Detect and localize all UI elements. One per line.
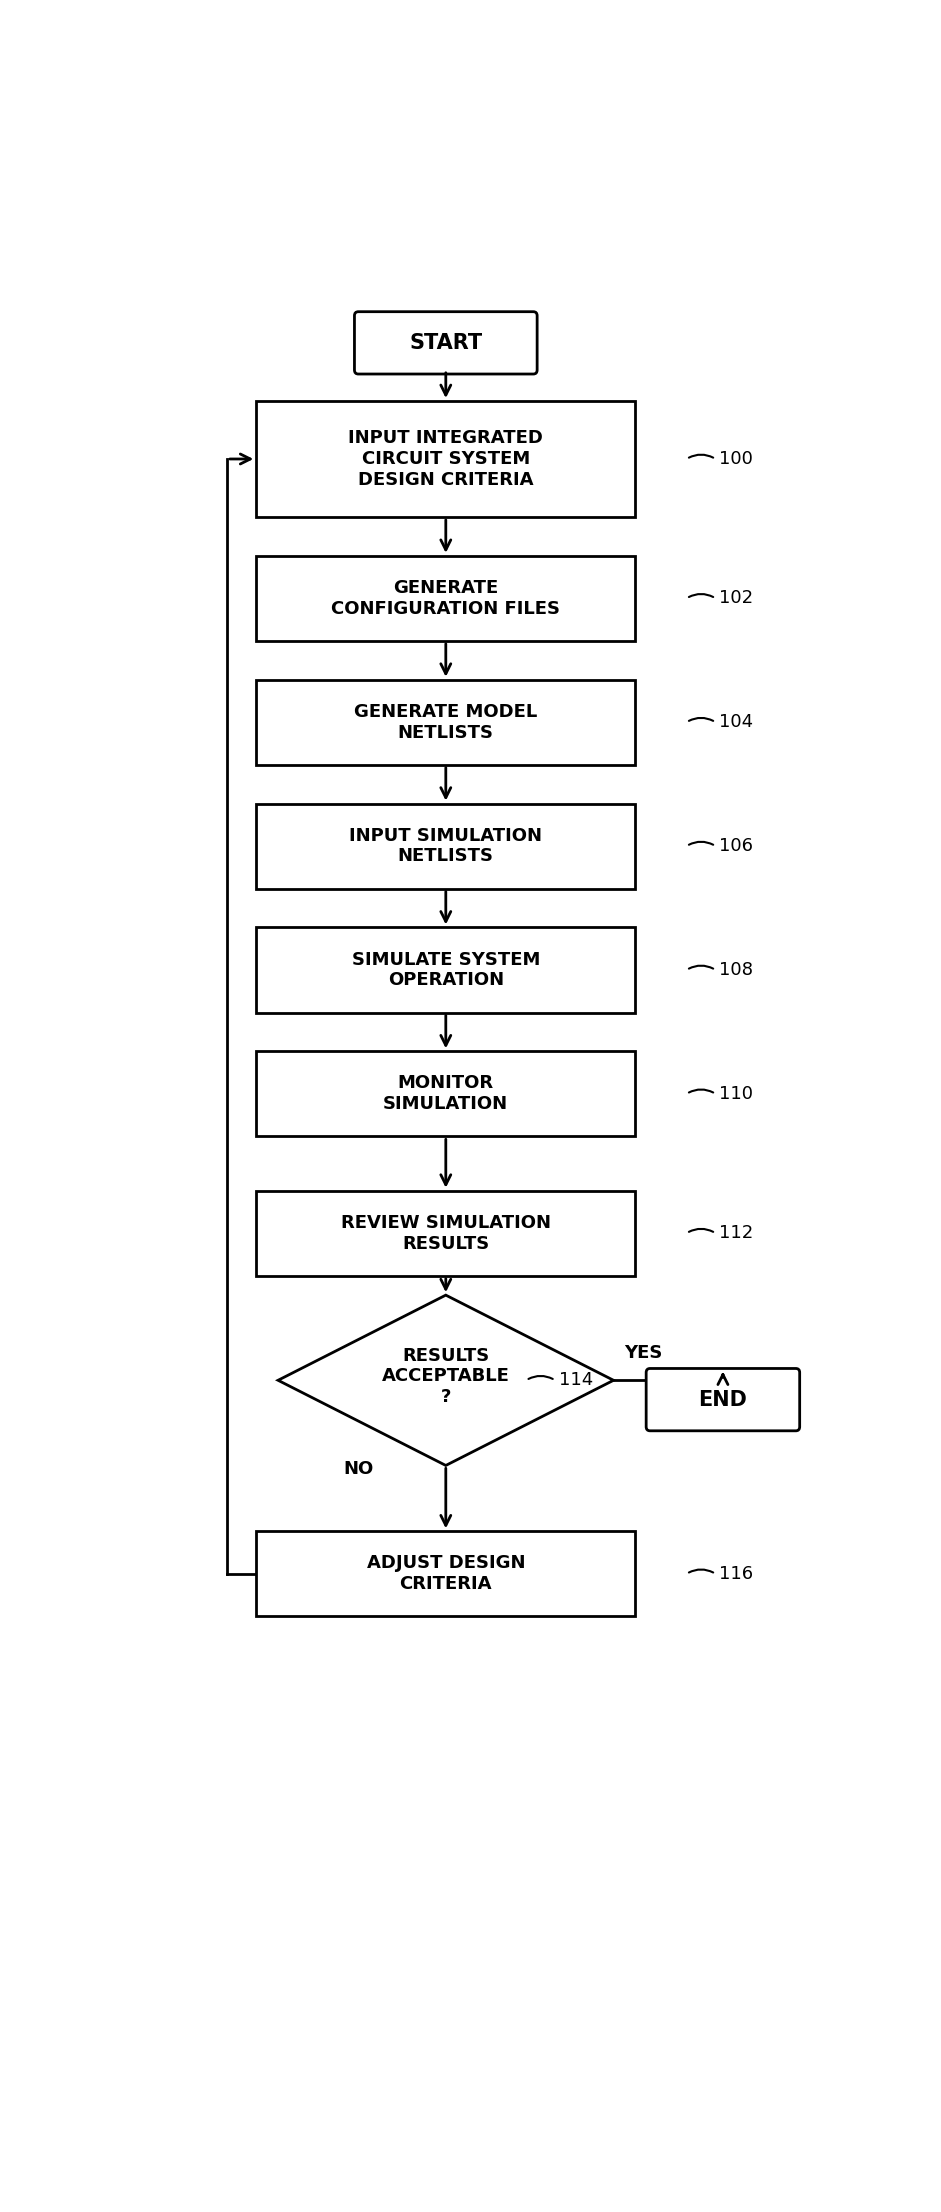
Text: INPUT SIMULATION
NETLISTS: INPUT SIMULATION NETLISTS [349,827,542,865]
Text: END: END [698,1389,747,1409]
Text: YES: YES [625,1345,662,1363]
Text: RESULTS
ACCEPTABLE
?: RESULTS ACCEPTABLE ? [382,1347,510,1407]
Bar [256,555,635,641]
Bar [256,1051,635,1137]
Text: NO: NO [343,1460,374,1478]
Text: REVIEW SIMULATION
RESULTS: REVIEW SIMULATION RESULTS [341,1214,550,1252]
Bar [256,803,635,889]
Bar [256,927,635,1013]
Text: GENERATE MODEL
NETLISTS: GENERATE MODEL NETLISTS [354,703,537,741]
Bar [256,679,635,765]
Text: 116: 116 [719,1564,754,1584]
Text: MONITOR
SIMULATION: MONITOR SIMULATION [383,1075,508,1113]
Text: SIMULATE SYSTEM
OPERATION: SIMULATE SYSTEM OPERATION [352,951,540,989]
Text: 106: 106 [719,836,754,856]
Bar [256,400,635,518]
Text: 104: 104 [719,712,754,732]
Text: GENERATE
CONFIGURATION FILES: GENERATE CONFIGURATION FILES [331,580,560,617]
Text: 108: 108 [719,960,754,980]
Text: ADJUST DESIGN
CRITERIA: ADJUST DESIGN CRITERIA [367,1555,525,1593]
Bar [256,1190,635,1276]
Polygon shape [279,1296,614,1467]
FancyBboxPatch shape [355,312,537,374]
Text: 102: 102 [719,588,754,608]
Text: 114: 114 [559,1371,593,1389]
Text: 112: 112 [719,1223,754,1243]
Text: 110: 110 [719,1084,754,1104]
Text: 100: 100 [719,449,753,469]
Text: START: START [409,332,483,354]
Text: INPUT INTEGRATED
CIRCUIT SYSTEM
DESIGN CRITERIA: INPUT INTEGRATED CIRCUIT SYSTEM DESIGN C… [348,429,543,489]
Bar [256,1531,635,1617]
FancyBboxPatch shape [646,1369,800,1431]
